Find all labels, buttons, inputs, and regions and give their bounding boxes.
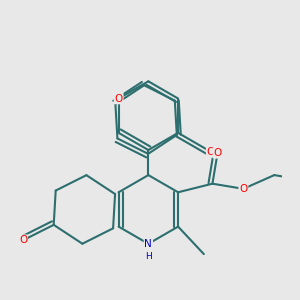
Text: N: N — [145, 239, 152, 249]
Text: O: O — [214, 148, 222, 158]
Text: O: O — [19, 235, 27, 245]
Text: O: O — [239, 184, 248, 194]
Text: O: O — [115, 94, 123, 103]
Text: O: O — [207, 147, 215, 157]
Text: H: H — [145, 252, 152, 261]
